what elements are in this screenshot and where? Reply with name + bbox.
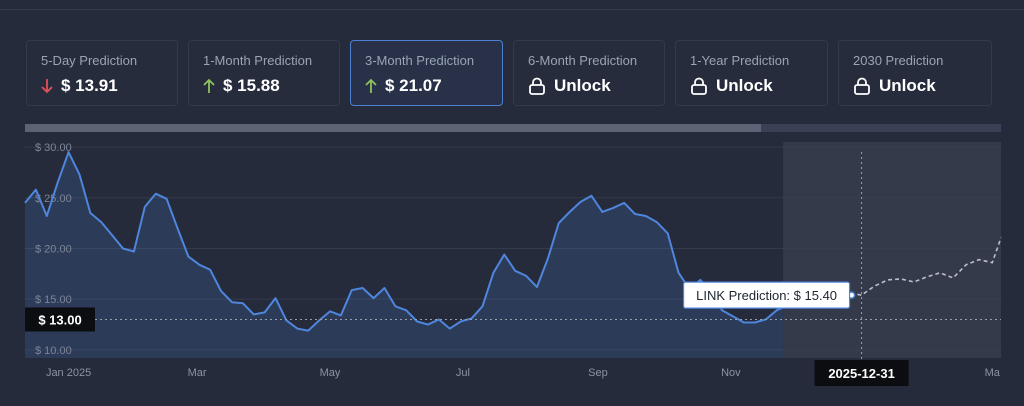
y-tick-label: $ 15.00 xyxy=(35,294,72,306)
x-tick-label: Jan 2025 xyxy=(46,367,91,379)
cursor-date-label: 2025-12-31 xyxy=(828,366,895,381)
y-tick-label: $ 10.00 xyxy=(35,345,72,357)
cursor-date-box xyxy=(814,360,909,386)
card-label: 1-Month Prediction xyxy=(203,53,313,68)
current-price-label: $ 13.00 xyxy=(38,312,81,327)
card-value: Unlock xyxy=(879,76,936,95)
chart-labels: $ 13.00 2025-12-31 LINK Prediction: $ 15.4… xyxy=(25,281,909,386)
x-tick-label: Mar xyxy=(188,367,207,379)
card-value: Unlock xyxy=(554,76,611,95)
x-tick-label: Sep xyxy=(588,367,608,379)
card-2030[interactable]: 2030 Prediction Unlock xyxy=(838,40,992,106)
x-tick-label: May xyxy=(320,367,341,379)
forecast-shade xyxy=(783,142,1001,358)
scrollbar-thumb[interactable] xyxy=(25,124,761,132)
card-value: $ 15.88 xyxy=(223,76,280,95)
history-area xyxy=(25,152,784,358)
prediction-cards: 5-Day Prediction $ 13.91 1-Month Predict… xyxy=(26,40,992,108)
x-axis: Jan 2025 Mar May Jul Sep Nov Ma xyxy=(46,367,1001,379)
card-3-month[interactable]: 3-Month Prediction $ 21.07 xyxy=(350,40,503,106)
card-label: 2030 Prediction xyxy=(853,53,944,68)
tooltip-label: LINK Prediction: $ 15.40 xyxy=(696,288,837,303)
card-5-day[interactable]: 5-Day Prediction $ 13.91 xyxy=(26,40,178,106)
x-tick-label: Ma xyxy=(985,367,1001,379)
arrow-down-icon xyxy=(41,79,53,94)
lock-icon xyxy=(529,77,545,95)
chart-scrollbar[interactable] xyxy=(25,124,1001,132)
card-label: 5-Day Prediction xyxy=(41,53,138,68)
price-chart[interactable]: $ 10.00$ 15.00$ 20.00$ 25.00$ 30.00 Jan … xyxy=(0,138,1024,406)
card-label: 6-Month Prediction xyxy=(528,53,638,68)
card-value: $ 13.91 xyxy=(61,76,118,95)
top-divider xyxy=(0,9,1024,10)
card-1-month[interactable]: 1-Month Prediction $ 15.88 xyxy=(188,40,340,106)
card-value: $ 21.07 xyxy=(385,76,442,95)
card-label: 3-Month Prediction xyxy=(365,53,475,68)
history-fill xyxy=(25,152,784,358)
x-tick-label: Jul xyxy=(456,367,470,379)
card-1-year[interactable]: 1-Year Prediction Unlock xyxy=(675,40,828,106)
lock-icon xyxy=(691,77,707,95)
forecast-region xyxy=(783,142,1001,358)
y-tick-label: $ 20.00 xyxy=(35,243,72,255)
card-6-month[interactable]: 6-Month Prediction Unlock xyxy=(513,40,665,106)
current-price-box xyxy=(25,307,95,332)
arrow-up-icon xyxy=(203,78,215,93)
card-value: Unlock xyxy=(716,76,773,95)
card-label: 1-Year Prediction xyxy=(690,53,790,68)
y-tick-label: $ 30.00 xyxy=(35,142,72,154)
lock-icon xyxy=(854,77,870,95)
tooltip-box xyxy=(682,281,851,309)
history-line xyxy=(24,151,784,332)
x-tick-label: Nov xyxy=(721,367,741,379)
arrow-up-icon xyxy=(365,78,377,93)
